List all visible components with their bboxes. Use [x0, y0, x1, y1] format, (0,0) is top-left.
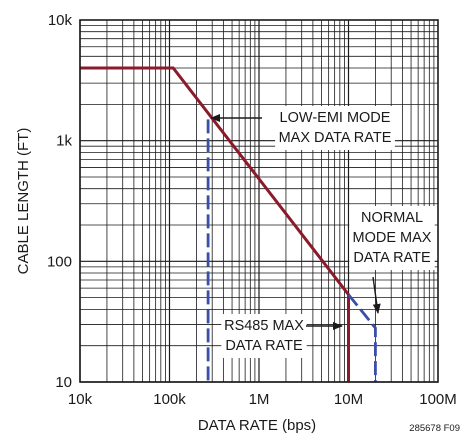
plot-frame: [79, 19, 439, 383]
x-tick-label: 10M: [334, 391, 363, 408]
series-layer: [80, 66, 377, 382]
y-tick-label: 10: [55, 374, 72, 391]
annotation-bg: [275, 106, 395, 150]
x-tick-label: 10k: [68, 391, 93, 408]
annotation-text: LOW-EMI MODE: [280, 110, 391, 126]
annotation-low-emi: LOW-EMI MODE MAX DATA RATE: [210, 106, 395, 150]
annotation-text: DATA RATE: [225, 338, 303, 354]
annotation-bg: [349, 206, 435, 270]
annotation-text: MAX DATA RATE: [279, 130, 392, 146]
x-tick-label: 100M: [419, 391, 457, 408]
annotation-normal-mode: NORMAL MODE MAX DATA RATE: [349, 206, 435, 314]
x-axis-title: DATA RATE (bps): [198, 417, 316, 434]
dashed-series-2: [347, 293, 377, 382]
annotation-arrow: [372, 276, 381, 314]
annotation-bg: [221, 314, 307, 358]
y-tick-label: 10k: [48, 12, 73, 29]
annotation-rs485: RS485 MAX DATA RATE: [221, 314, 343, 358]
figure-code: 285678 F09: [409, 423, 460, 434]
annotation-text: RS485 MAX: [224, 318, 304, 334]
y-tick-label: 100: [47, 253, 72, 270]
x-tick-label: 1M: [249, 391, 270, 408]
y-axis-title: CABLE LENGTH (FT): [15, 128, 32, 275]
x-tick-label: 100k: [153, 391, 186, 408]
annotations: LOW-EMI MODE MAX DATA RATE NORMAL MODE MAX D…: [210, 106, 435, 358]
annotation-text: DATA RATE: [353, 250, 431, 266]
tick-labels: 10k 100k 1M 10M 100M 10 100 1k 10k DATA RATE (bps…: [15, 12, 460, 434]
solid-series-0: [80, 66, 350, 382]
annotation-text: NORMAL: [361, 210, 423, 226]
y-tick-label: 1k: [56, 133, 72, 150]
annotation-text: MODE MAX: [353, 230, 432, 246]
